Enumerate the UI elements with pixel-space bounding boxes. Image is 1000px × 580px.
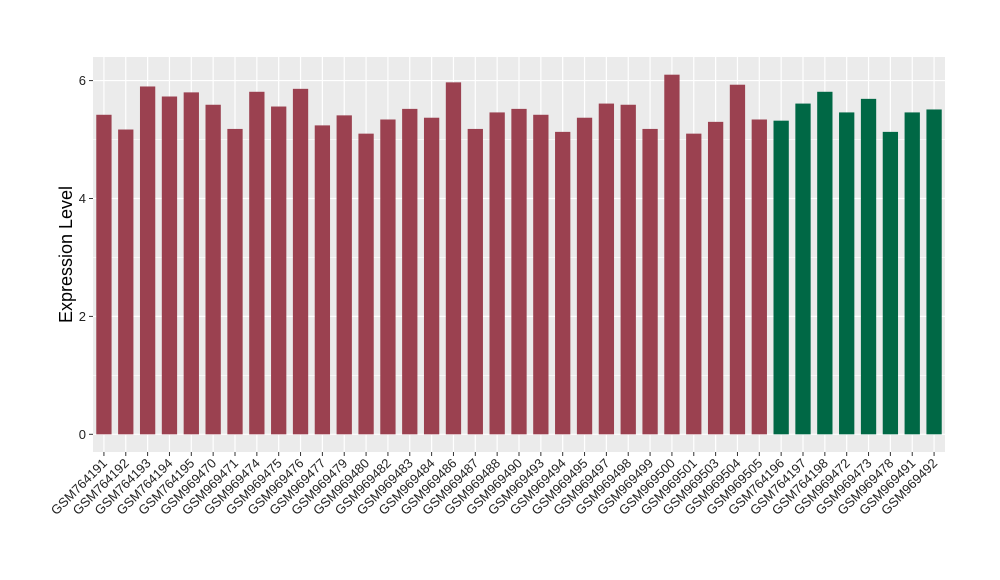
- bar-GSM969501: [686, 133, 702, 435]
- bar-GSM969503: [707, 121, 724, 435]
- bar-GSM969477: [314, 125, 331, 435]
- bar-GSM969474: [249, 91, 265, 435]
- bar-GSM969482: [380, 119, 396, 435]
- y-tick-label: 4: [79, 191, 86, 206]
- bar-GSM969476: [292, 88, 309, 435]
- bar-GSM764196: [773, 120, 789, 435]
- bar-GSM969500: [664, 74, 680, 435]
- bar-GSM969493: [533, 114, 549, 435]
- bar-GSM969480: [358, 133, 374, 435]
- bar-GSM969487: [467, 128, 483, 435]
- bar-GSM969499: [642, 128, 658, 435]
- bar-GSM969505: [751, 119, 767, 435]
- bar-GSM764195: [183, 92, 199, 435]
- bar-GSM969473: [860, 98, 877, 435]
- y-tick-label: 2: [79, 309, 86, 324]
- bar-GSM969479: [336, 115, 352, 435]
- bar-GSM969484: [423, 117, 440, 435]
- bar-GSM969486: [445, 82, 462, 435]
- bar-GSM969498: [620, 104, 636, 435]
- bar-GSM969494: [555, 131, 571, 435]
- bar-GSM969475: [271, 106, 287, 435]
- y-tick-label: 6: [79, 73, 86, 88]
- y-tick-label: 0: [79, 427, 86, 442]
- bar-GSM969495: [576, 117, 593, 435]
- bar-GSM764197: [795, 103, 811, 435]
- bar-GSM969488: [489, 112, 505, 435]
- bar-GSM764192: [118, 129, 134, 435]
- bar-GSM969497: [598, 103, 615, 435]
- bar-GSM764191: [96, 114, 112, 435]
- bar-GSM969471: [227, 128, 243, 435]
- bar-GSM969504: [729, 84, 746, 435]
- bar-GSM969478: [882, 131, 899, 435]
- bar-GSM969470: [205, 104, 221, 435]
- bar-GSM764193: [139, 86, 156, 435]
- bar-GSM969491: [904, 112, 920, 435]
- bar-GSM969492: [926, 109, 942, 435]
- bar-GSM764194: [161, 96, 178, 435]
- bar-GSM969483: [402, 108, 418, 435]
- bar-GSM969472: [839, 112, 855, 435]
- y-axis-label: Expression Level: [56, 186, 76, 323]
- bar-GSM969490: [511, 108, 527, 435]
- bar-GSM764198: [817, 91, 833, 435]
